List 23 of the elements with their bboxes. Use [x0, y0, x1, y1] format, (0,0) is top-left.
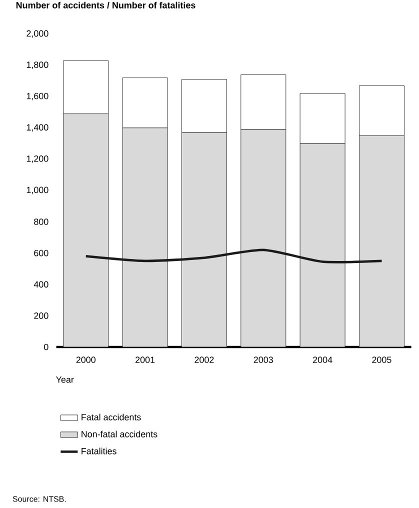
y-tick-label: 800 [34, 218, 48, 225]
y-tick-label: 1,600 [26, 92, 48, 100]
legend-label: Fatalities [81, 448, 116, 454]
y-tick-label: 1,000 [26, 186, 48, 194]
x-tick-label: 2004 [312, 356, 332, 363]
chart-title: Number of accidents / Number of fatalities [16, 2, 196, 8]
x-tick-label: 2001 [135, 356, 154, 363]
x-tick-label: 2005 [372, 356, 392, 363]
legend-label: Non-fatal accidents [81, 430, 158, 438]
y-tick-label: 600 [34, 250, 48, 256]
y-tick-label: 1,400 [26, 124, 48, 132]
x-axis-title: Year [56, 376, 74, 383]
x-tick-label: 2003 [254, 356, 273, 363]
y-tick-label: 1,800 [26, 62, 48, 69]
y-tick-label: 2,000 [26, 30, 48, 38]
y-tick-label: 200 [34, 312, 48, 319]
y-tick-label: 1,200 [26, 155, 48, 163]
legend-label: Fatal accidents [81, 414, 141, 420]
y-tick-label: 400 [34, 281, 48, 288]
line-series [84, 248, 383, 264]
x-tick-label: 2000 [76, 356, 96, 363]
x-tick-label: 2002 [194, 356, 214, 363]
y-tick-label: 0 [44, 344, 48, 350]
